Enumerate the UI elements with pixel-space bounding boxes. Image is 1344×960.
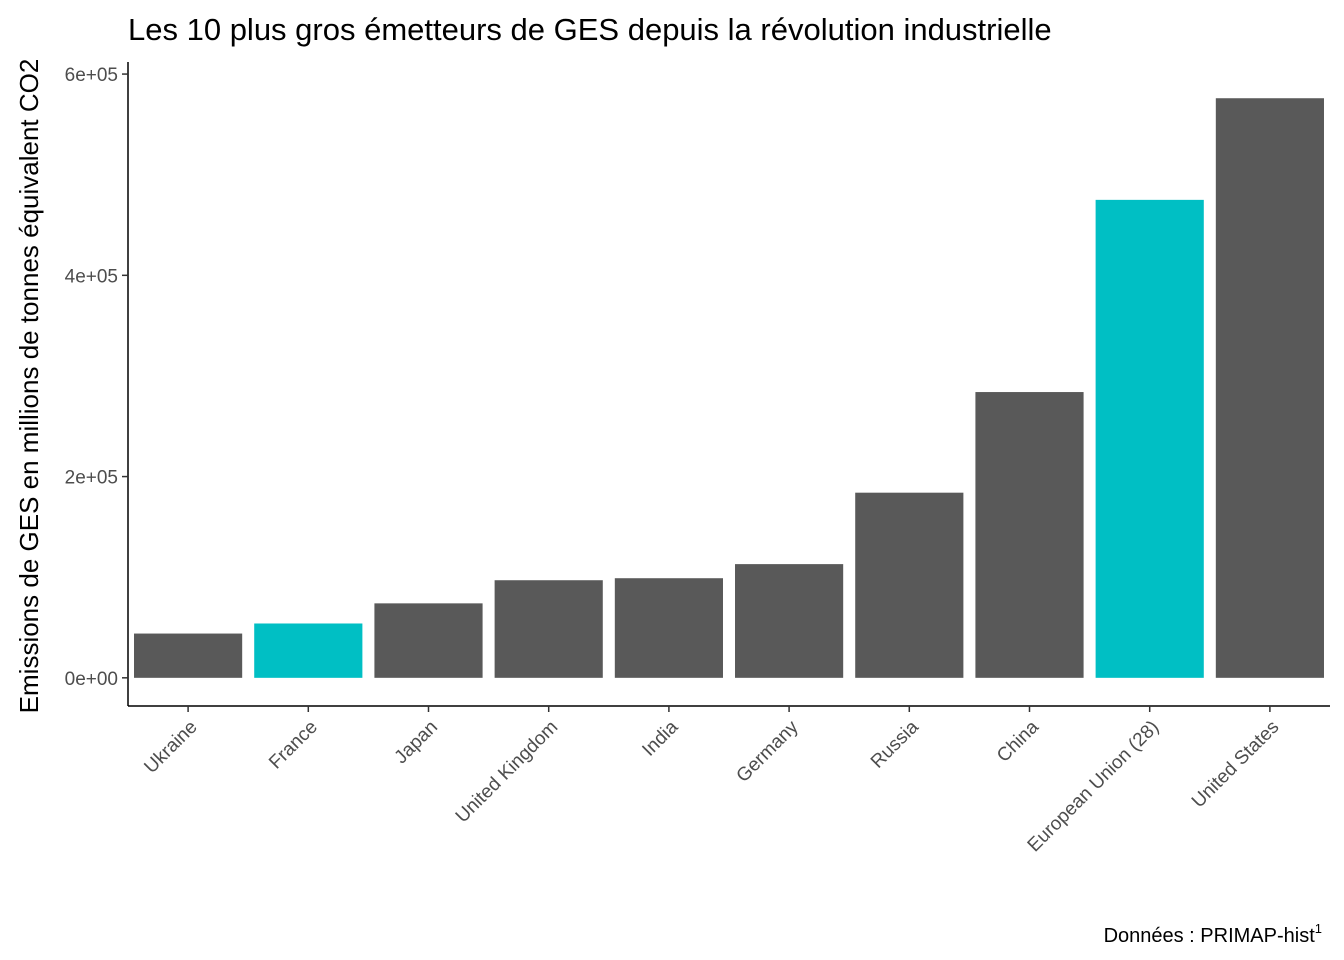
chart-caption: Données : PRIMAP-hist1 (1104, 921, 1322, 947)
x-tick-label: Ukraine (140, 717, 201, 778)
caption-text: Données : PRIMAP-hist (1104, 925, 1316, 947)
x-tick-label: Japan (391, 717, 442, 768)
y-axis: 0e+00 2e+05 4e+05 6e+05 (65, 62, 129, 706)
x-axis: Ukraine France Japan United Kingdom India Ger… (128, 705, 1330, 857)
y-tick-label: 4e+05 (65, 266, 118, 287)
x-tick-label: United Kingdom (452, 717, 562, 827)
bar-india (614, 578, 723, 678)
bar-france (254, 623, 363, 678)
x-tick-label: Germany (733, 716, 803, 786)
x-tick-label: Russia (867, 716, 923, 772)
caption-superscript: 1 (1315, 921, 1322, 936)
x-tick-label: China (993, 716, 1043, 766)
bar-united-states (1215, 98, 1324, 678)
y-tick-label: 6e+05 (65, 65, 118, 86)
chart-title: Les 10 plus gros émetteurs de GES depuis… (128, 12, 1052, 47)
x-tick-label: United States (1188, 717, 1284, 813)
bar-ukraine (134, 633, 243, 678)
bar-european-union-28 (1095, 199, 1204, 678)
bars (134, 98, 1324, 678)
y-tick-label: 2e+05 (65, 468, 118, 489)
bar-germany (735, 564, 844, 678)
x-tick-label: European Union (28) (1024, 717, 1164, 857)
x-tick-label: India (638, 716, 682, 760)
bar-russia (855, 492, 964, 678)
x-tick-label: France (265, 717, 322, 774)
y-axis-label: Emissions de GES en millions de tonnes é… (14, 59, 44, 714)
bar-japan (374, 603, 483, 678)
y-tick-label: 0e+00 (65, 669, 118, 690)
bar-united-kingdom (494, 580, 603, 678)
bar-china (975, 392, 1084, 678)
